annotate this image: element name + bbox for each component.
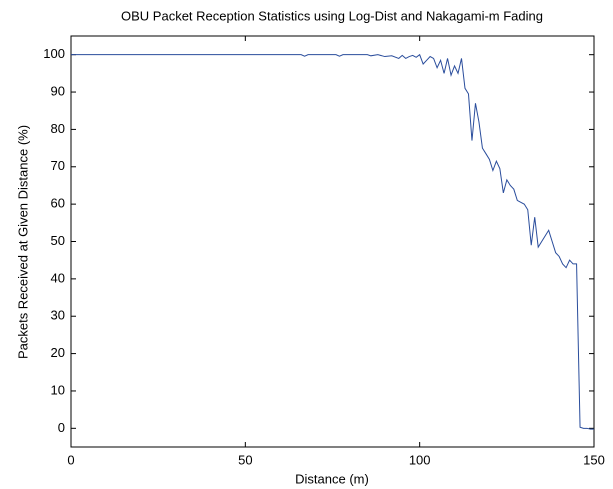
y-tick-label: 40 <box>51 270 65 285</box>
y-tick-label: 20 <box>51 345 65 360</box>
y-tick-label: 50 <box>51 233 65 248</box>
y-tick-label: 30 <box>51 308 65 323</box>
data-line <box>71 53 594 430</box>
x-tick-label: 150 <box>583 452 605 467</box>
y-tick-label: 10 <box>51 382 65 397</box>
chart-title: OBU Packet Reception Statistics using Lo… <box>121 8 543 23</box>
y-tick-label: 80 <box>51 121 65 136</box>
x-tick-label: 0 <box>67 452 74 467</box>
y-tick-label: 70 <box>51 158 65 173</box>
y-tick-label: 100 <box>43 46 65 61</box>
plot-area <box>70 35 595 448</box>
y-tick-label: 90 <box>51 83 65 98</box>
x-tick-label: 50 <box>238 452 252 467</box>
x-tick-label: 100 <box>409 452 431 467</box>
y-tick-label: 0 <box>58 420 65 435</box>
x-axis-label: Distance (m) <box>295 471 369 486</box>
y-tick-label: 60 <box>51 196 65 211</box>
y-axis-label: Packets Received at Given Distance (%) <box>15 125 30 359</box>
